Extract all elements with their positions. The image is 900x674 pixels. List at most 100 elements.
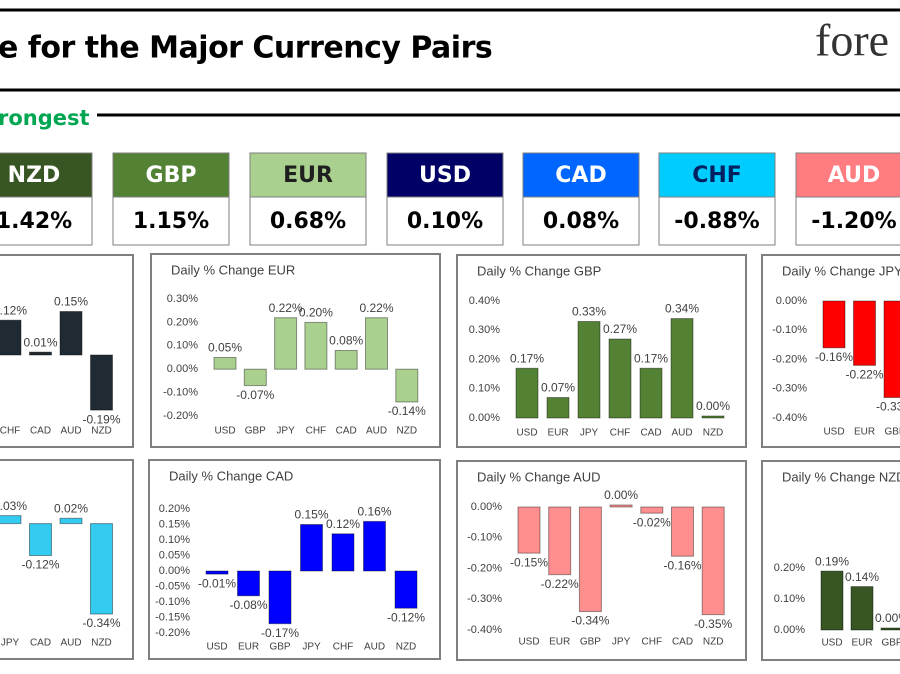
y-tick-label: -0.40% (772, 412, 807, 424)
bar (363, 520, 386, 572)
value-label: 0.14% (845, 570, 879, 584)
y-tick-label: 0.00% (159, 565, 190, 577)
value-label: -0.15% (510, 555, 548, 569)
bar (701, 415, 725, 419)
value-label: 0.16% (357, 505, 391, 519)
value-label: 0.03% (0, 499, 27, 513)
x-tick-label: CHF (642, 637, 663, 648)
y-tick-label: 0.20% (774, 562, 805, 574)
tile-currency: CAD (555, 163, 606, 188)
tile-header (112, 152, 230, 198)
x-tick-label: EUR (238, 642, 259, 653)
chart-title: Daily % Change EUR (171, 262, 295, 277)
tile-change: 0.68% (270, 209, 346, 234)
chart-title: Daily % Change AUD (477, 469, 601, 484)
tile-change: 1.42% (0, 209, 72, 234)
y-tick-label: 0.00% (776, 295, 807, 307)
value-label: 0.12% (326, 517, 360, 531)
bar (268, 570, 292, 625)
tile-currency: AUD (828, 163, 880, 188)
x-tick-label: GBP (881, 638, 900, 649)
x-tick-label: GBP (269, 642, 290, 653)
x-tick-label: NZD (397, 426, 418, 437)
x-tick-label: AUD (366, 426, 387, 437)
value-label: 0.22% (269, 301, 303, 315)
bar (90, 354, 113, 411)
x-tick-label: USD (823, 427, 844, 438)
x-tick-label: AUD (60, 426, 81, 437)
bar (822, 300, 846, 349)
y-tick-label: 0.10% (774, 593, 805, 605)
value-label: -0.35% (694, 617, 732, 631)
bar (300, 524, 323, 572)
section-title: rongest (0, 106, 90, 130)
y-tick-label: 0.10% (159, 534, 190, 546)
value-label: 0.00% (875, 611, 900, 625)
chart-title: Daily % Change GBP (477, 263, 601, 278)
tile-change: -0.88% (674, 209, 759, 234)
value-label: -0.22% (541, 577, 579, 591)
x-tick-label: JPY (612, 637, 631, 648)
x-tick-label: EUR (547, 428, 568, 439)
chart-title: Daily % Change NZD (782, 469, 900, 484)
x-tick-label: NZD (91, 426, 112, 437)
y-tick-label: -0.30% (772, 383, 807, 395)
tile-change: -1.20% (811, 209, 896, 234)
x-tick-label: EUR (851, 638, 872, 649)
bar (577, 320, 601, 419)
y-tick-label: 0.30% (469, 324, 500, 336)
y-tick-label: 0.10% (167, 340, 198, 352)
bar (29, 351, 52, 356)
value-label: -0.14% (388, 404, 426, 418)
value-label: -0.17% (261, 626, 299, 640)
value-label: 0.19% (815, 554, 849, 568)
value-label: 0.22% (359, 301, 393, 315)
x-tick-label: CHF (0, 426, 20, 437)
bar (0, 319, 22, 356)
value-label: 0.02% (54, 501, 88, 515)
y-tick-label: -0.10% (467, 532, 502, 544)
x-tick-label: USD (214, 426, 235, 437)
bar (395, 368, 419, 403)
bar (205, 570, 229, 575)
value-label: 0.15% (54, 295, 88, 309)
chart-panel (456, 254, 747, 448)
y-tick-label: -0.40% (467, 624, 502, 636)
y-tick-label: 0.00% (774, 624, 805, 636)
bar (331, 533, 355, 572)
y-tick-label: 0.00% (167, 363, 198, 375)
value-label: 0.15% (294, 508, 328, 522)
value-label: 0.34% (665, 302, 699, 316)
tile-header (386, 152, 504, 198)
x-tick-label: AUD (364, 642, 385, 653)
bar (90, 523, 113, 615)
bar (880, 627, 900, 631)
value-label: 0.08% (329, 334, 363, 348)
value-label: 0.01% (23, 335, 57, 349)
y-tick-label: 0.10% (469, 383, 500, 395)
bar (394, 570, 418, 609)
x-tick-label: CAD (640, 428, 661, 439)
logo: fore (815, 15, 889, 66)
y-tick-label: 0.00% (469, 412, 500, 424)
bar (701, 506, 725, 616)
x-tick-label: JPY (302, 642, 321, 653)
value-label: -0.34% (82, 616, 120, 630)
chart-panel (148, 459, 441, 660)
x-tick-label: CHF (610, 428, 631, 439)
x-tick-label: JPY (276, 426, 295, 437)
value-label: -0.01% (198, 576, 236, 590)
x-tick-label: EUR (854, 427, 875, 438)
bar (517, 506, 541, 554)
bar (515, 367, 539, 419)
bar (853, 300, 876, 366)
y-tick-label: -0.30% (467, 593, 502, 605)
bar (640, 506, 664, 514)
value-label: 0.20% (299, 306, 333, 320)
value-label: 0.17% (510, 351, 544, 365)
x-tick-label: EUR (549, 637, 570, 648)
x-tick-label: USD (518, 637, 539, 648)
x-tick-label: CHF (306, 426, 327, 437)
x-tick-label: CAD (672, 637, 693, 648)
